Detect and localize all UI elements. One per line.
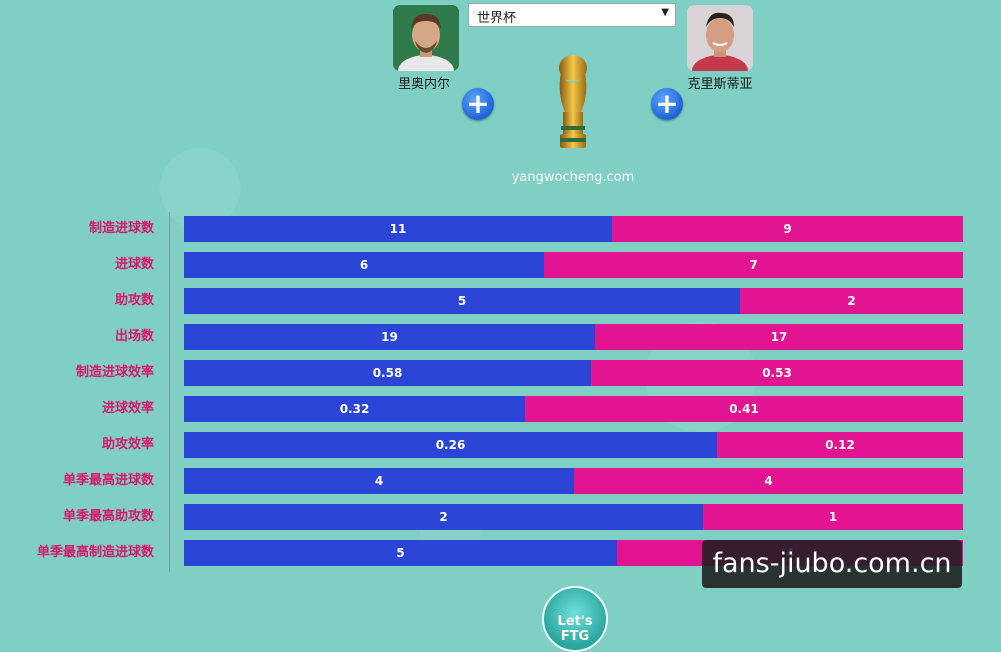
bar-left: 2 — [184, 504, 703, 530]
bar-left: 6 — [184, 252, 544, 278]
bar-right: 9 — [612, 216, 963, 242]
bar-left: 0.58 — [184, 360, 591, 386]
bar-left: 0.32 — [184, 396, 525, 422]
bar-right: 4 — [574, 468, 963, 494]
go-button[interactable]: Let's FTG — [542, 586, 608, 652]
player-left-avatar[interactable] — [393, 5, 459, 71]
watermark: fans-jiubo.com.cn — [702, 540, 962, 588]
site-url: yangwocheng.com — [511, 170, 635, 185]
category-label: 单季最高助攻数 — [62, 509, 154, 524]
category-label: 制造进球效率 — [75, 365, 154, 380]
y-axis-line — [169, 212, 170, 572]
bar-right: 1 — [703, 504, 963, 530]
add-player-right-button[interactable]: + — [651, 88, 683, 120]
category-label: 单季最高进球数 — [62, 473, 154, 488]
bar-left: 5 — [184, 540, 617, 566]
category-label: 进球数 — [114, 257, 154, 272]
background-texture — [0, 0, 1001, 628]
player-right-name: 克里斯蒂亚 — [687, 77, 753, 92]
player-right-avatar[interactable] — [687, 5, 753, 71]
bar-right: 0.12 — [717, 432, 963, 458]
bar-left: 11 — [184, 216, 612, 242]
bar-left: 19 — [184, 324, 595, 350]
bar-right: 0.53 — [591, 360, 963, 386]
chevron-down-icon: ▼ — [661, 7, 669, 18]
bar-right: 2 — [740, 288, 963, 314]
bar-left: 5 — [184, 288, 740, 314]
competition-select-value: 世界杯 — [477, 11, 517, 26]
bar-right: 17 — [595, 324, 963, 350]
category-label: 单季最高制造进球数 — [36, 545, 154, 560]
bar-right: 0.41 — [525, 396, 963, 422]
bar-left: 4 — [184, 468, 574, 494]
category-label: 助攻效率 — [101, 437, 154, 452]
player-left-name: 里奥内尔 — [397, 77, 450, 92]
trophy-icon — [559, 55, 587, 148]
bar-left: 0.26 — [184, 432, 717, 458]
category-label: 出场数 — [114, 329, 154, 344]
category-label: 进球效率 — [101, 401, 154, 416]
bar-right: 7 — [544, 252, 963, 278]
category-label: 制造进球数 — [88, 221, 154, 236]
category-label: 助攻数 — [114, 293, 154, 308]
add-player-left-button[interactable]: + — [462, 88, 494, 120]
competition-select[interactable]: 世界杯 ▼ — [468, 3, 676, 27]
